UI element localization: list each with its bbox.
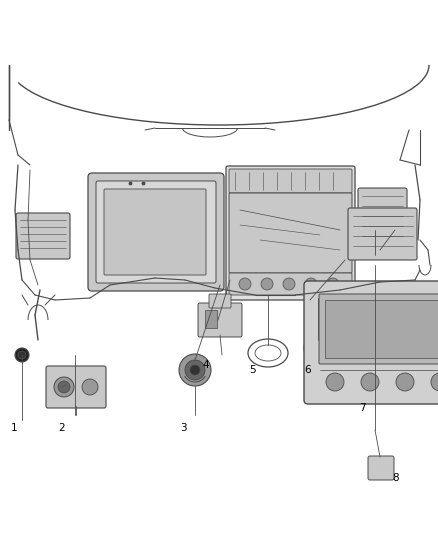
Circle shape [327,278,339,290]
FancyBboxPatch shape [104,189,206,275]
FancyBboxPatch shape [348,208,417,260]
Circle shape [58,381,70,393]
Circle shape [179,354,211,386]
FancyBboxPatch shape [96,181,216,283]
Circle shape [261,278,273,290]
Circle shape [326,373,344,391]
Circle shape [304,330,340,366]
Text: 8: 8 [393,473,399,483]
Bar [325,300,438,358]
Text: 3: 3 [180,423,186,433]
Circle shape [185,360,205,380]
FancyBboxPatch shape [304,281,438,404]
Circle shape [305,278,317,290]
Text: 5: 5 [249,365,255,375]
Circle shape [283,278,295,290]
FancyBboxPatch shape [209,294,231,308]
Circle shape [369,457,391,479]
Bar [205,310,217,328]
FancyBboxPatch shape [319,294,438,364]
FancyBboxPatch shape [198,303,242,337]
Circle shape [18,351,26,359]
Text: 2: 2 [59,423,65,433]
FancyBboxPatch shape [368,456,394,480]
FancyBboxPatch shape [88,173,224,291]
FancyBboxPatch shape [229,169,352,193]
Circle shape [361,373,379,391]
Circle shape [82,379,98,395]
Circle shape [239,278,251,290]
Text: 4: 4 [203,360,209,370]
Circle shape [54,377,74,397]
Circle shape [396,373,414,391]
FancyBboxPatch shape [46,366,106,408]
Circle shape [431,373,438,391]
FancyBboxPatch shape [226,166,355,300]
Text: 6: 6 [305,365,311,375]
Circle shape [15,348,29,362]
FancyBboxPatch shape [229,193,352,273]
Text: 1: 1 [11,423,18,433]
FancyBboxPatch shape [16,213,70,259]
Circle shape [190,365,200,375]
Circle shape [311,337,333,359]
FancyBboxPatch shape [229,273,352,295]
Circle shape [374,462,386,474]
FancyBboxPatch shape [358,188,407,252]
Circle shape [317,343,327,353]
Text: 7: 7 [359,403,365,413]
